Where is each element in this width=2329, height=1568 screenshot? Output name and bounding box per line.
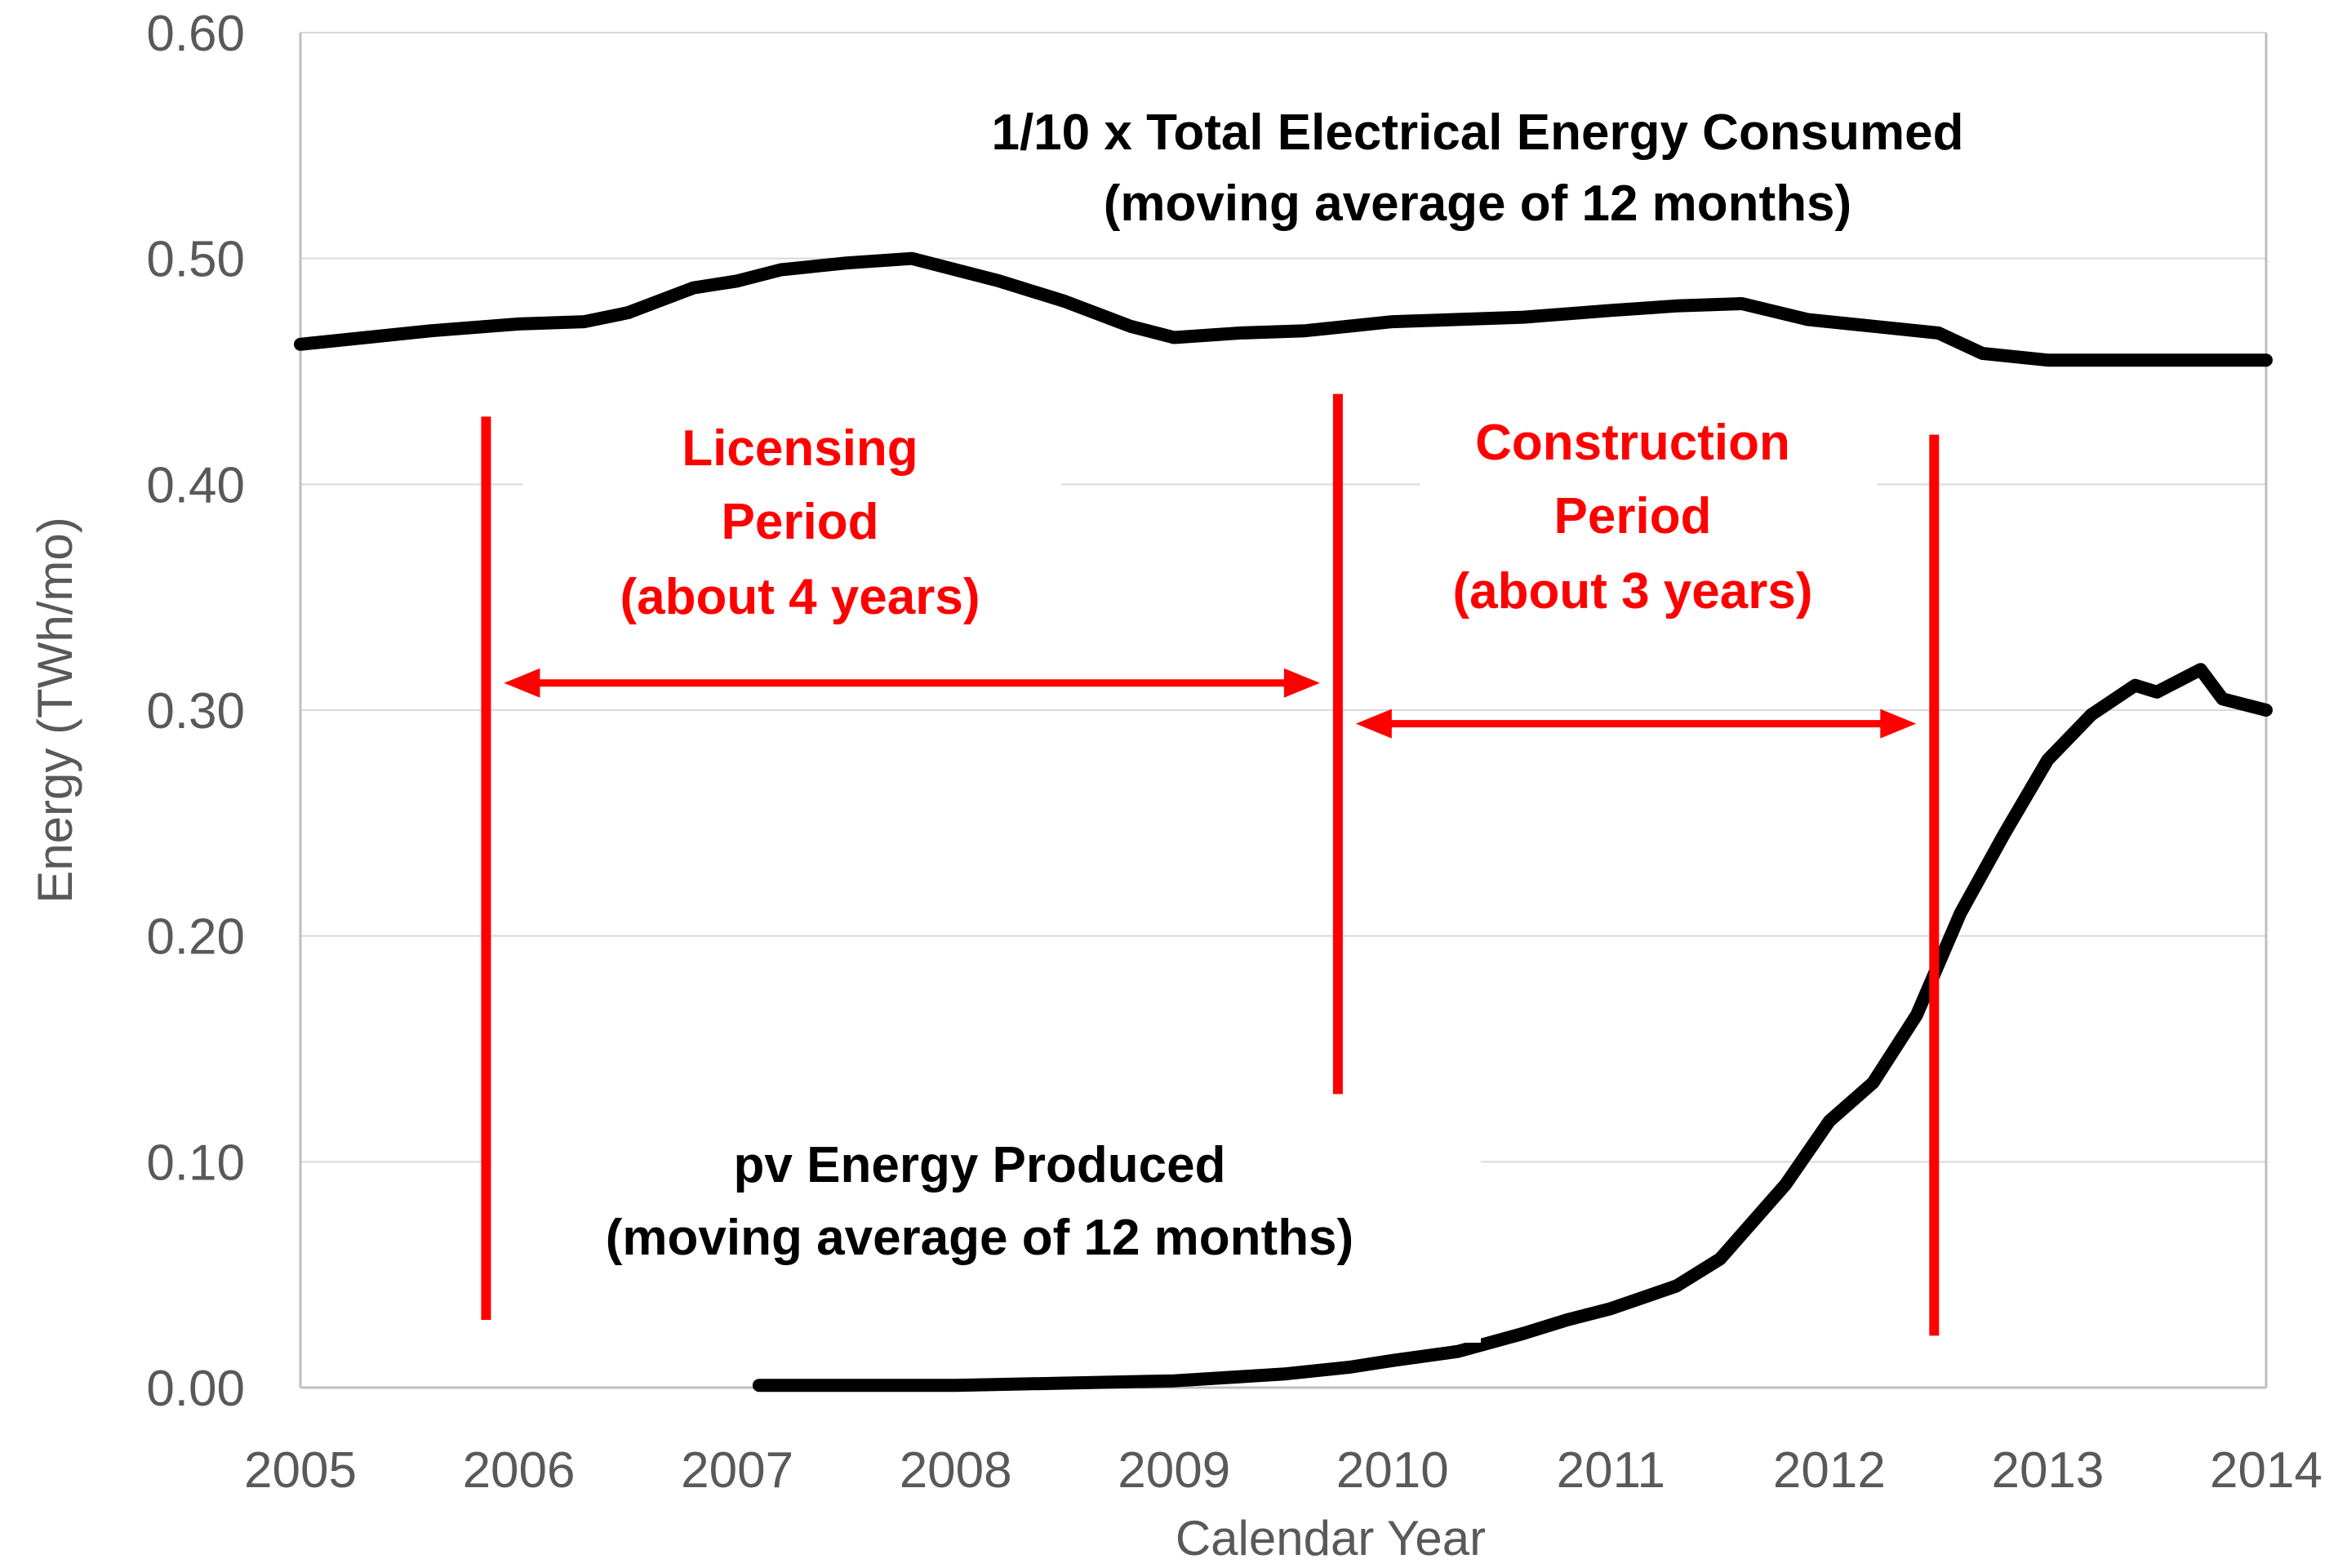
y-axis-title: Energy (TWh/mo) [28, 517, 82, 903]
y-tick-labels: 0.00 0.10 0.20 0.30 0.40 0.50 0.60 [146, 6, 245, 1417]
licensing-label-background [522, 408, 1061, 629]
y-tick-label: 0.10 [146, 1135, 245, 1191]
x-tick-label: 2009 [1118, 1442, 1230, 1499]
licensing-label-line-2: Period [722, 494, 879, 550]
period-span-arrowhead-left [504, 668, 540, 698]
series-lines [294, 251, 2273, 1393]
period-span-arrowhead-left [1355, 708, 1392, 739]
consumption-series-line [294, 251, 2273, 367]
y-tick-label: 0.60 [146, 6, 245, 62]
x-axis-title: Calendar Year [1176, 1511, 1486, 1566]
x-tick-label: 2012 [1773, 1442, 1886, 1499]
y-tick-label: 0.40 [146, 457, 245, 513]
licensing-label-line-3: (about 4 years) [620, 569, 980, 625]
y-tick-label: 0.30 [146, 683, 245, 740]
pv-label-background [491, 1106, 1481, 1343]
y-tick-label: 0.50 [146, 232, 245, 288]
period-markers [481, 393, 1940, 1336]
x-tick-label: 2010 [1336, 1442, 1449, 1499]
construction-label-background [1420, 404, 1878, 624]
period-span-arrowhead-right [1283, 668, 1320, 698]
x-tick-label: 2005 [244, 1442, 357, 1499]
pv-label-line-2: (moving average of 12 months) [606, 1210, 1353, 1266]
construction-label-line-3: (about 3 years) [1452, 563, 1812, 620]
x-tick-label: 2011 [1557, 1442, 1665, 1499]
y-tick-label: 0.20 [146, 909, 245, 966]
x-tick-label: 2008 [900, 1442, 1012, 1499]
construction-label-line-2: Period [1554, 488, 1712, 544]
x-tick-label: 2013 [1991, 1442, 2104, 1499]
period-spans [504, 668, 1917, 739]
consumption-label-line-2: (moving average of 12 months) [1104, 175, 1851, 232]
construction-label-line-1: Construction [1475, 415, 1790, 471]
x-tick-label: 2007 [681, 1442, 793, 1499]
x-tick-label: 2006 [463, 1442, 576, 1499]
licensing-label-line-1: Licensing [682, 420, 918, 477]
pv-label-line-1: pv Energy Produced [734, 1137, 1226, 1193]
pv-series-line [752, 663, 2273, 1393]
consumption-label-line-1: 1/10 x Total Electrical Energy Consumed [991, 104, 1963, 161]
x-tick-label: 2014 [2210, 1442, 2322, 1499]
x-tick-labels: 2005 2006 2007 2008 2009 2010 2011 2012 2013 2014 [244, 1442, 2322, 1499]
period-span-arrowhead-right [1880, 708, 1917, 739]
y-tick-label: 0.00 [146, 1361, 245, 1417]
